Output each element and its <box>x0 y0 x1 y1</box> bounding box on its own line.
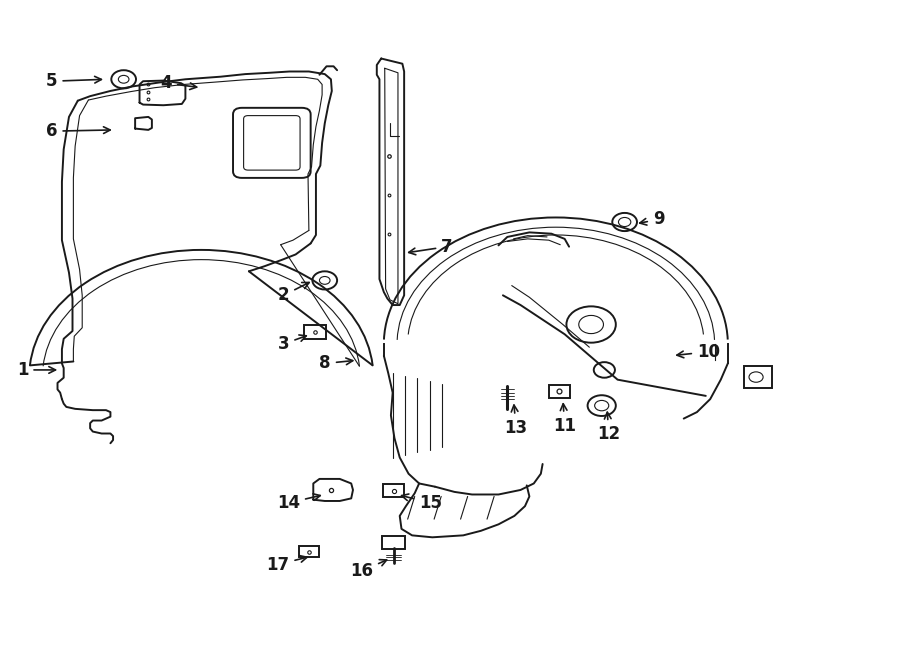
Text: 9: 9 <box>640 211 664 228</box>
Text: 7: 7 <box>409 238 453 256</box>
Text: 1: 1 <box>17 361 56 379</box>
Text: 5: 5 <box>46 72 102 90</box>
Text: 8: 8 <box>320 354 353 373</box>
Text: 16: 16 <box>350 559 387 580</box>
Text: 6: 6 <box>46 122 110 140</box>
Text: 12: 12 <box>598 412 620 443</box>
Text: 10: 10 <box>677 343 720 361</box>
Text: 2: 2 <box>278 283 309 305</box>
Text: 13: 13 <box>505 405 527 436</box>
Text: 17: 17 <box>266 555 307 573</box>
Text: 14: 14 <box>277 494 320 512</box>
Text: 11: 11 <box>554 404 576 435</box>
Text: 15: 15 <box>401 494 442 512</box>
Text: 4: 4 <box>160 74 197 92</box>
Text: 3: 3 <box>278 335 306 353</box>
